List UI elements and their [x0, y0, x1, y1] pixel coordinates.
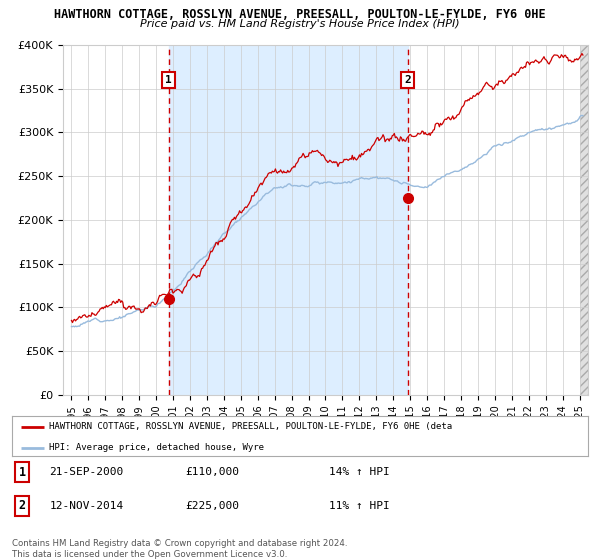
Bar	[580, 45, 588, 395]
Text: £225,000: £225,000	[185, 501, 239, 511]
Text: HAWTHORN COTTAGE, ROSSLYN AVENUE, PREESALL, POULTON-LE-FYLDE, FY6 0HE: HAWTHORN COTTAGE, ROSSLYN AVENUE, PREESA…	[54, 8, 546, 21]
Text: 21-SEP-2000: 21-SEP-2000	[49, 467, 124, 477]
Text: Contains HM Land Registry data © Crown copyright and database right 2024.
This d: Contains HM Land Registry data © Crown c…	[12, 539, 347, 559]
Text: HPI: Average price, detached house, Wyre: HPI: Average price, detached house, Wyre	[49, 443, 265, 452]
Text: £110,000: £110,000	[185, 467, 239, 477]
Text: 1: 1	[165, 75, 172, 85]
Bar	[169, 45, 408, 395]
Text: HAWTHORN COTTAGE, ROSSLYN AVENUE, PREESALL, POULTON-LE-FYLDE, FY6 0HE (deta: HAWTHORN COTTAGE, ROSSLYN AVENUE, PREESA…	[49, 422, 452, 431]
Text: 2: 2	[19, 499, 26, 512]
Text: 1: 1	[19, 465, 26, 479]
Text: 14% ↑ HPI: 14% ↑ HPI	[329, 467, 389, 477]
Text: 11% ↑ HPI: 11% ↑ HPI	[329, 501, 389, 511]
Text: 2: 2	[404, 75, 412, 85]
Text: 12-NOV-2014: 12-NOV-2014	[49, 501, 124, 511]
Text: Price paid vs. HM Land Registry's House Price Index (HPI): Price paid vs. HM Land Registry's House …	[140, 19, 460, 29]
